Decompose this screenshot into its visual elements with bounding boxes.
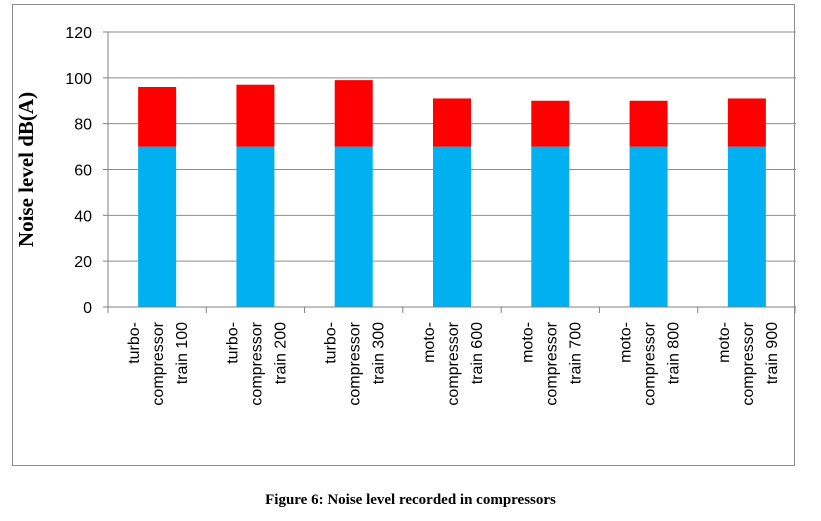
bar-top-segment: [236, 84, 275, 147]
bar-base-segment: [727, 146, 766, 307]
bar-top-segment: [433, 98, 471, 147]
bar-top-segment: [531, 100, 570, 147]
x-category-label: train 600: [469, 322, 486, 384]
x-category-label: train 200: [272, 322, 289, 384]
x-category-label: compressor: [150, 321, 167, 405]
y-tick-label: 20: [74, 254, 92, 271]
chart-frame: 0 20 40 60 80 100 120 turbo-compressor train 100…: [12, 4, 796, 466]
bar-base-segment: [236, 146, 275, 307]
x-category-label: compressor: [642, 321, 659, 405]
x-category-label: compressor: [248, 321, 265, 405]
bar-top-segment: [727, 98, 766, 147]
bar-base-segment: [629, 146, 668, 307]
x-category-label: moto-: [519, 322, 536, 363]
x-category-label: compressor: [740, 321, 757, 405]
y-tick-label: 40: [74, 208, 92, 225]
x-category-label: moto-: [421, 322, 438, 363]
x-category-label: moto-: [716, 322, 733, 363]
bar-base-segment: [433, 146, 471, 307]
y-tick-label: 80: [74, 117, 92, 134]
y-tick-label: 0: [83, 300, 92, 317]
y-tick-label: 120: [65, 25, 92, 42]
figure-caption: Figure 6: Noise level recorded in compre…: [265, 492, 556, 508]
x-category-label: compressor: [543, 321, 560, 405]
bar-base-segment: [138, 146, 177, 307]
x-category-label: turbo-: [126, 322, 143, 364]
y-tick-label: 60: [74, 163, 92, 180]
x-category-label: train 900: [764, 322, 781, 384]
x-category-label: train 300: [371, 322, 388, 384]
y-axis-title: Noise level dB(A): [14, 92, 38, 247]
bar-base-segment: [334, 146, 373, 307]
x-category-label: train 700: [567, 322, 584, 384]
chart-svg: 0 20 40 60 80 100 120 turbo-compressor train 100…: [14, 25, 796, 406]
bar-top-segment: [629, 100, 668, 147]
x-category-label: turbo-: [224, 322, 241, 364]
x-category-label: train 800: [666, 322, 683, 384]
x-category-label: compressor: [347, 321, 364, 405]
bar-base-segment: [531, 146, 570, 307]
x-category-label: moto-: [618, 322, 635, 363]
x-category-label: train 100: [174, 322, 191, 384]
x-category-label: compressor: [445, 321, 462, 405]
x-category-label: turbo-: [323, 322, 340, 364]
bar-top-segment: [138, 87, 177, 147]
y-tick-label: 100: [65, 71, 92, 88]
bar-top-segment: [334, 80, 373, 147]
